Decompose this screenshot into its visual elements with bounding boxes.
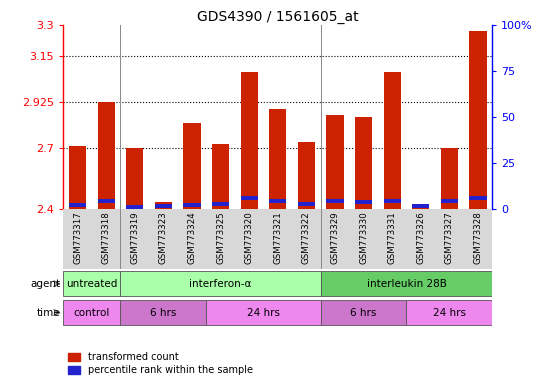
Bar — [355, 117, 372, 209]
Bar — [298, 202, 315, 206]
Bar — [155, 202, 172, 209]
Bar — [126, 205, 144, 209]
Bar — [120, 300, 206, 325]
Bar — [355, 200, 372, 204]
Text: untreated: untreated — [66, 279, 118, 289]
Bar — [412, 204, 430, 208]
Bar — [383, 72, 401, 209]
Text: GSM773319: GSM773319 — [130, 211, 139, 264]
Text: 24 hrs: 24 hrs — [433, 308, 466, 318]
Text: time: time — [37, 308, 60, 318]
Bar — [97, 199, 115, 203]
Text: GSM773328: GSM773328 — [474, 211, 482, 264]
Bar — [240, 196, 258, 200]
Bar — [406, 300, 492, 325]
Text: GSM773317: GSM773317 — [73, 211, 82, 264]
Text: GDS4390 / 1561605_at: GDS4390 / 1561605_at — [197, 10, 359, 23]
Bar — [326, 199, 344, 203]
Bar — [240, 72, 258, 209]
Bar — [383, 199, 401, 203]
Bar — [206, 300, 321, 325]
Text: interferon-α: interferon-α — [189, 279, 252, 289]
Bar — [97, 102, 115, 209]
Bar — [212, 202, 229, 206]
Bar — [63, 271, 120, 296]
Text: GSM773325: GSM773325 — [216, 211, 225, 264]
Text: 6 hrs: 6 hrs — [350, 308, 377, 318]
Bar — [63, 300, 120, 325]
Bar — [269, 199, 287, 203]
Bar — [441, 199, 458, 203]
Text: GSM773327: GSM773327 — [445, 211, 454, 264]
Text: GSM773330: GSM773330 — [359, 211, 368, 264]
Legend: transformed count, percentile rank within the sample: transformed count, percentile rank withi… — [68, 353, 252, 375]
Bar — [298, 142, 315, 209]
Text: GSM773318: GSM773318 — [102, 211, 111, 264]
Bar — [321, 300, 406, 325]
Bar — [326, 115, 344, 209]
Text: 24 hrs: 24 hrs — [247, 308, 280, 318]
Text: agent: agent — [30, 279, 60, 289]
Bar — [469, 196, 487, 200]
Text: 6 hrs: 6 hrs — [150, 308, 177, 318]
Bar — [155, 204, 172, 208]
Bar — [321, 271, 492, 296]
Bar — [126, 148, 144, 209]
Text: GSM773320: GSM773320 — [245, 211, 254, 264]
Bar — [69, 146, 86, 209]
Text: GSM773323: GSM773323 — [159, 211, 168, 264]
Text: control: control — [74, 308, 110, 318]
Bar — [469, 31, 487, 209]
Text: GSM773321: GSM773321 — [273, 211, 282, 264]
Text: GSM773331: GSM773331 — [388, 211, 397, 264]
Bar — [212, 144, 229, 209]
Text: GSM773322: GSM773322 — [302, 211, 311, 264]
Text: GSM773324: GSM773324 — [188, 211, 196, 264]
Text: GSM773329: GSM773329 — [331, 211, 339, 264]
Bar — [183, 204, 201, 207]
Text: interleukin 28B: interleukin 28B — [366, 279, 447, 289]
Text: GSM773326: GSM773326 — [416, 211, 425, 264]
Bar — [441, 148, 458, 209]
Bar — [269, 109, 287, 209]
Bar — [69, 204, 86, 207]
Bar — [412, 205, 430, 209]
Bar — [183, 123, 201, 209]
Bar — [120, 271, 321, 296]
